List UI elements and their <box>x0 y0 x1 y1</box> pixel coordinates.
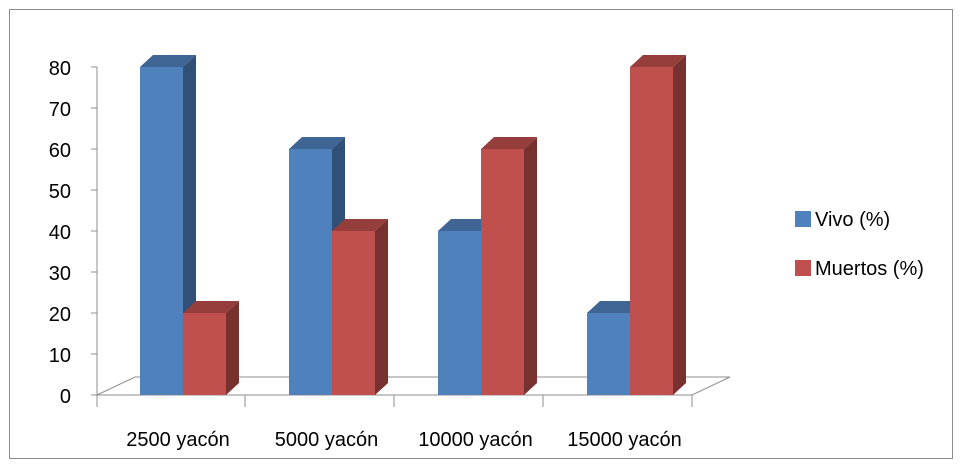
bar-side-face <box>375 219 388 395</box>
bar-front-face <box>481 149 524 395</box>
legend-item-vivo: Vivo (%) <box>795 209 890 231</box>
y-tick-label: 30 <box>49 263 71 285</box>
bar-top-face <box>289 137 345 149</box>
y-tick-label: 70 <box>49 99 71 121</box>
bars <box>140 55 686 395</box>
bar-side-face <box>524 137 537 395</box>
bar-side-face <box>226 301 239 395</box>
bar-top-face <box>140 55 196 67</box>
bar-top-face <box>183 301 239 313</box>
bar-front-face <box>587 313 630 395</box>
bar-top-face <box>481 137 537 149</box>
bar-front-face <box>332 231 375 395</box>
y-tick-label: 50 <box>49 181 71 203</box>
bar-top-face <box>332 219 388 231</box>
y-tick-label: 40 <box>49 222 71 244</box>
legend-swatch <box>795 260 811 276</box>
bar-front-face <box>289 149 332 395</box>
bar-top-face <box>587 301 643 313</box>
x-tick-label: 10000 yacón <box>418 429 533 451</box>
x-tick-label: 5000 yacón <box>275 429 378 451</box>
axes: 0 10 20 30 40 50 60 70 80 2500 yacón 5000 yacón 100… <box>49 58 693 451</box>
bar-side-face <box>673 55 686 395</box>
legend: Vivo (%) Muertos (%) <box>795 209 924 280</box>
legend-swatch <box>795 211 811 227</box>
x-tick-label: 15000 yacón <box>567 429 682 451</box>
legend-item-muertos: Muertos (%) <box>795 258 924 280</box>
y-tick-label: 80 <box>49 58 71 80</box>
bar-top-face <box>438 219 494 231</box>
y-tick-label: 60 <box>49 140 71 162</box>
y-tick-label: 10 <box>49 345 71 367</box>
bar-front-face <box>438 231 481 395</box>
bar-front-face <box>183 313 226 395</box>
y-tick-label: 20 <box>49 304 71 326</box>
x-tick-label: 2500 yacón <box>126 429 229 451</box>
bar-vivo <box>140 55 196 395</box>
legend-label: Vivo (%) <box>815 209 890 231</box>
bar-muertos <box>481 137 537 395</box>
y-tick-label: 0 <box>60 386 71 408</box>
bar-muertos <box>183 301 239 395</box>
bar-front-face <box>630 67 673 395</box>
bar-muertos <box>630 55 686 395</box>
bar-top-face <box>630 55 686 67</box>
bar-muertos <box>332 219 388 395</box>
legend-label: Muertos (%) <box>815 258 924 280</box>
bar-front-face <box>140 67 183 395</box>
